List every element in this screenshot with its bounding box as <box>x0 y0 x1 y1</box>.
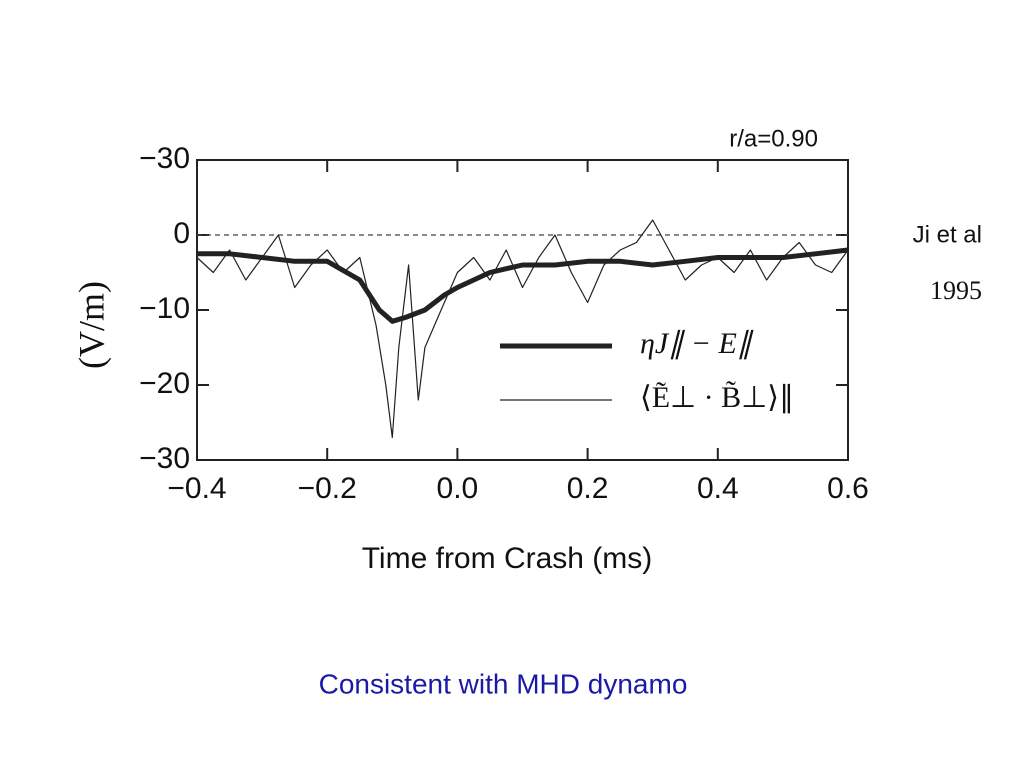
x-tick-label: 0.4 <box>697 472 739 505</box>
x-axis-label: Time from Crash (ms) <box>362 542 653 575</box>
x-tick-label: 0.2 <box>567 472 609 505</box>
y-tick-label: −30 <box>139 442 190 475</box>
x-tick-label: −0.2 <box>298 472 357 505</box>
y-axis-label: (V/m) <box>71 281 111 369</box>
side-note: Ji et al <box>913 221 982 248</box>
annotation: r/a=0.90 <box>729 125 818 152</box>
caption: Consistent with MHD dynamo <box>319 668 688 699</box>
x-tick-label: 0.0 <box>437 472 479 505</box>
y-tick-label: −10 <box>139 292 190 325</box>
series-line <box>197 247 849 324</box>
side-year: 1995 <box>930 276 982 305</box>
y-tick-label: −20 <box>139 367 190 400</box>
plot-frame <box>196 159 849 461</box>
legend-label: ηJ∥ − E∥ <box>640 327 754 360</box>
x-tick-label: −0.4 <box>167 472 226 505</box>
y-tick-label: −30 <box>139 142 190 175</box>
y-tick-label: 0 <box>173 217 190 250</box>
legend-label: ⟨Ẽ⊥ · B̃⊥⟩∥ <box>640 381 794 414</box>
x-tick-label: 0.6 <box>827 472 869 505</box>
